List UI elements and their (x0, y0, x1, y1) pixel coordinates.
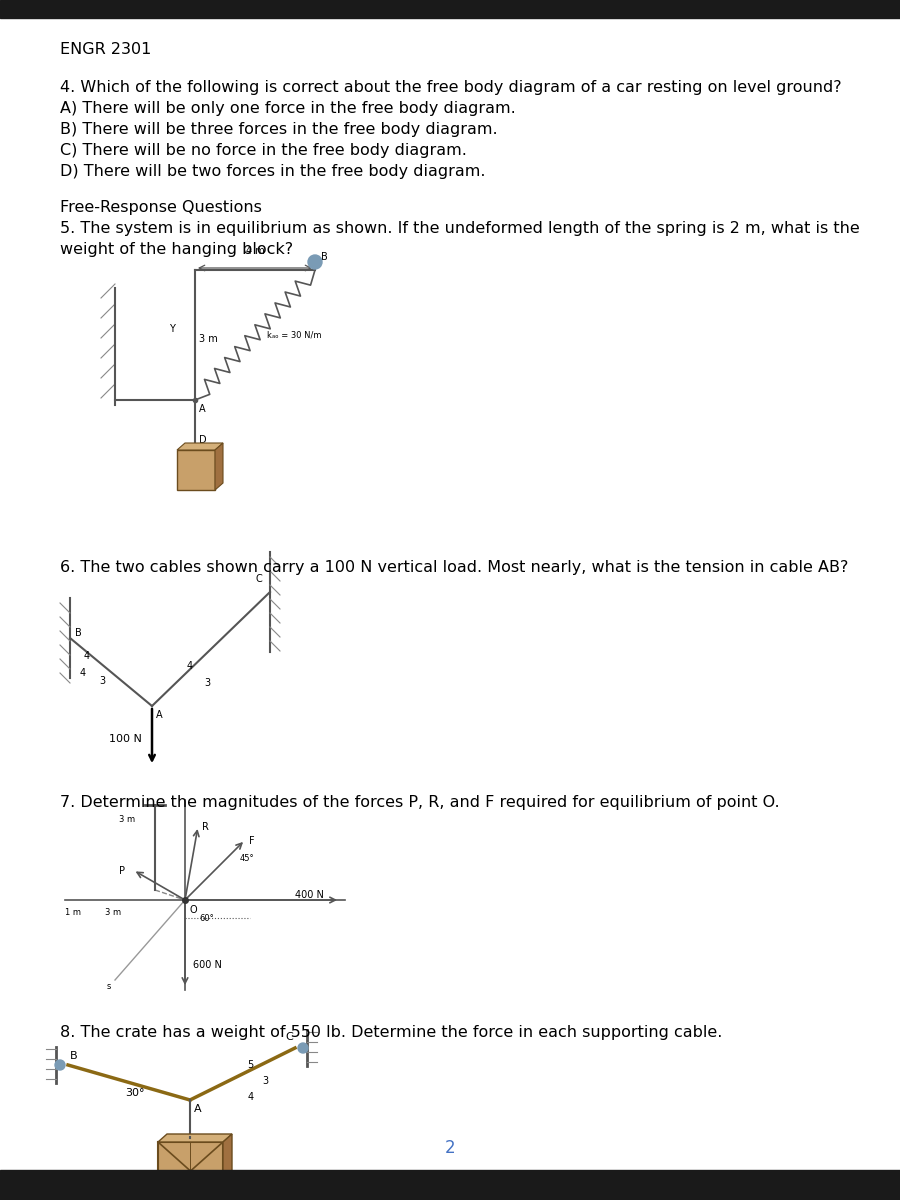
Text: 4 m: 4 m (246, 246, 265, 256)
Text: R: R (202, 822, 209, 832)
Text: weight of the hanging block?: weight of the hanging block? (60, 242, 293, 257)
Text: 3: 3 (263, 1076, 268, 1086)
Text: 3: 3 (99, 676, 105, 686)
Text: 1 m: 1 m (65, 908, 81, 917)
Text: 60°: 60° (199, 914, 214, 923)
Text: 400 N: 400 N (295, 890, 324, 900)
Text: kₐₒ = 30 N/m: kₐₒ = 30 N/m (267, 330, 321, 338)
Text: C: C (256, 574, 263, 584)
Text: P: P (119, 866, 125, 876)
Text: ENGR 2301: ENGR 2301 (60, 42, 151, 56)
Text: C: C (285, 1032, 292, 1042)
Text: 3 m: 3 m (199, 334, 218, 344)
Text: D: D (199, 434, 207, 445)
Text: 2: 2 (445, 1139, 455, 1157)
Text: 4: 4 (84, 650, 90, 661)
Text: B: B (321, 252, 328, 262)
Text: s: s (107, 982, 112, 991)
Text: 5. The system is in equilibrium as shown. If the undeformed length of the spring: 5. The system is in equilibrium as shown… (60, 221, 859, 236)
Text: 5: 5 (248, 1060, 254, 1070)
Text: D: D (194, 1134, 202, 1144)
Polygon shape (223, 1134, 232, 1200)
Text: 30°: 30° (125, 1088, 145, 1098)
Text: 45°: 45° (240, 854, 255, 863)
Text: B: B (70, 1051, 77, 1061)
Text: A: A (199, 404, 205, 414)
Text: 100 N: 100 N (109, 734, 142, 744)
Text: 6. The two cables shown carry a 100 N vertical load. Most nearly, what is the te: 6. The two cables shown carry a 100 N ve… (60, 560, 849, 575)
Text: 4. Which of the following is correct about the free body diagram of a car restin: 4. Which of the following is correct abo… (60, 80, 842, 95)
Text: 4: 4 (187, 661, 194, 671)
Text: Free-Response Questions: Free-Response Questions (60, 200, 262, 215)
Text: Y: Y (169, 324, 175, 334)
Text: A: A (156, 710, 163, 720)
Bar (0, 0, 900, 18)
Text: 7. Determine the magnitudes of the forces P, R, and F required for equilibrium o: 7. Determine the magnitudes of the force… (60, 794, 779, 810)
Bar (158, 1142, 223, 1200)
Text: A) There will be only one force in the free body diagram.: A) There will be only one force in the f… (60, 101, 516, 116)
Text: 4: 4 (248, 1092, 254, 1102)
Text: 3 m: 3 m (119, 815, 135, 824)
Polygon shape (215, 443, 223, 490)
Text: 8. The crate has a weight of 550 lb. Determine the force in each supporting cabl: 8. The crate has a weight of 550 lb. Det… (60, 1025, 723, 1040)
Text: 3: 3 (204, 678, 210, 688)
Bar (0, 1170, 900, 1200)
Text: A: A (194, 1104, 202, 1114)
Text: O: O (190, 905, 198, 914)
Text: F: F (249, 836, 255, 846)
Text: B) There will be three forces in the free body diagram.: B) There will be three forces in the fre… (60, 122, 498, 137)
Text: C) There will be no force in the free body diagram.: C) There will be no force in the free bo… (60, 143, 467, 158)
Circle shape (55, 1060, 65, 1070)
Circle shape (308, 254, 322, 269)
Text: B: B (75, 628, 82, 638)
Bar (177, 450, 215, 490)
Circle shape (298, 1043, 308, 1054)
Text: D) There will be two forces in the free body diagram.: D) There will be two forces in the free … (60, 164, 485, 179)
Polygon shape (158, 1134, 232, 1142)
Text: 4: 4 (80, 668, 86, 678)
Polygon shape (177, 443, 223, 450)
Text: 3 m: 3 m (105, 908, 122, 917)
Text: 600 N: 600 N (193, 960, 222, 970)
